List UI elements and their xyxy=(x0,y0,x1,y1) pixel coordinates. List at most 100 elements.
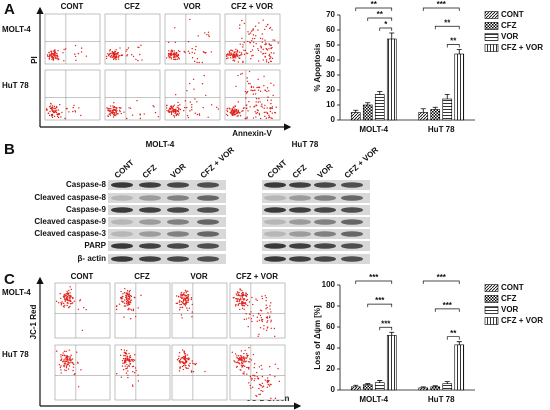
blot-band xyxy=(139,182,161,188)
event-dot xyxy=(241,302,243,304)
row-label: HuT 78 xyxy=(2,81,29,90)
event-dot xyxy=(62,360,64,363)
bar xyxy=(442,98,453,121)
event-dot xyxy=(138,46,140,49)
blot-band xyxy=(264,219,286,225)
event-dot xyxy=(242,110,244,112)
event-dot xyxy=(77,386,80,388)
event-dot xyxy=(195,362,197,365)
event-dot xyxy=(257,29,259,31)
flow-plot xyxy=(44,13,101,65)
event-dot xyxy=(251,49,254,51)
error-bar xyxy=(353,384,359,387)
event-dot xyxy=(259,309,262,311)
event-dot xyxy=(243,299,245,301)
event-dot xyxy=(233,51,235,54)
event-dot xyxy=(203,74,205,77)
event-dot xyxy=(176,359,179,361)
event-dot xyxy=(268,385,271,387)
event-dot xyxy=(237,112,239,114)
event-dot xyxy=(255,116,257,118)
event-dot xyxy=(273,52,275,54)
event-dot xyxy=(175,114,178,117)
event-dot xyxy=(188,358,190,361)
event-dot xyxy=(64,48,67,50)
event-dot xyxy=(228,107,230,109)
event-dot xyxy=(56,57,59,59)
event-dot xyxy=(260,364,263,367)
event-dot xyxy=(236,54,239,56)
event-dot xyxy=(68,349,70,351)
protein-label: Cleaved caspase-8 xyxy=(34,193,106,202)
event-dot xyxy=(185,292,187,294)
event-dot xyxy=(239,359,241,361)
event-dot xyxy=(227,54,229,56)
plot-frame xyxy=(44,13,101,65)
event-dot xyxy=(245,313,247,315)
event-dot xyxy=(252,353,255,356)
event-dot xyxy=(229,52,231,55)
event-dot xyxy=(251,296,253,299)
event-dot xyxy=(239,295,242,297)
lane-label: CFZ + VOR xyxy=(199,145,236,180)
blot-band xyxy=(139,231,161,237)
event-dot xyxy=(235,54,237,56)
legend-label: CFZ + VOR xyxy=(501,316,543,325)
legend-label: VOR xyxy=(501,305,519,314)
event-dot xyxy=(267,96,269,98)
event-dot xyxy=(177,107,180,109)
event-dot xyxy=(189,110,191,112)
event-dot xyxy=(249,106,251,108)
event-dot xyxy=(170,112,173,114)
event-dot xyxy=(128,292,130,295)
event-dot xyxy=(175,94,177,96)
error-bar xyxy=(353,109,359,113)
event-dot xyxy=(127,358,129,360)
axis-label: PI xyxy=(30,56,39,64)
event-dot xyxy=(126,355,128,357)
event-dot xyxy=(237,359,240,361)
event-dot xyxy=(186,114,189,117)
event-dot xyxy=(262,53,264,55)
event-dot xyxy=(114,112,116,114)
event-dot xyxy=(262,390,264,392)
event-dot xyxy=(267,380,270,383)
event-dot xyxy=(122,362,124,364)
event-dot xyxy=(256,320,258,322)
event-dot xyxy=(257,78,259,81)
bracket xyxy=(367,303,393,308)
event-dot xyxy=(179,50,181,53)
event-dot xyxy=(243,308,245,311)
bar xyxy=(418,387,429,391)
blot-band xyxy=(139,256,161,262)
event-dot xyxy=(180,357,183,359)
blot-band xyxy=(111,256,133,262)
bar xyxy=(386,335,397,391)
event-dot xyxy=(207,116,209,119)
event-dot xyxy=(269,110,272,113)
event-dot xyxy=(186,301,188,304)
legend-label: CFZ xyxy=(501,21,517,30)
event-dot xyxy=(130,301,132,304)
event-dot xyxy=(250,86,253,89)
event-dot xyxy=(225,113,228,116)
event-dot xyxy=(192,78,195,81)
bracket xyxy=(379,326,393,331)
event-dot xyxy=(112,116,115,118)
event-dot xyxy=(60,116,62,118)
event-dot xyxy=(234,108,236,110)
legend-swatch xyxy=(484,22,499,30)
event-dot xyxy=(256,299,258,302)
event-dot xyxy=(178,112,180,114)
event-dot xyxy=(237,298,240,300)
event-dot xyxy=(256,375,258,378)
event-dot xyxy=(55,111,58,114)
event-dot xyxy=(247,90,249,93)
event-dot xyxy=(237,61,240,63)
legend-swatch xyxy=(484,295,499,303)
event-dot xyxy=(247,366,249,369)
event-dot xyxy=(233,59,235,61)
event-dot xyxy=(248,33,250,36)
event-dot xyxy=(244,361,247,363)
event-dot xyxy=(184,353,186,355)
